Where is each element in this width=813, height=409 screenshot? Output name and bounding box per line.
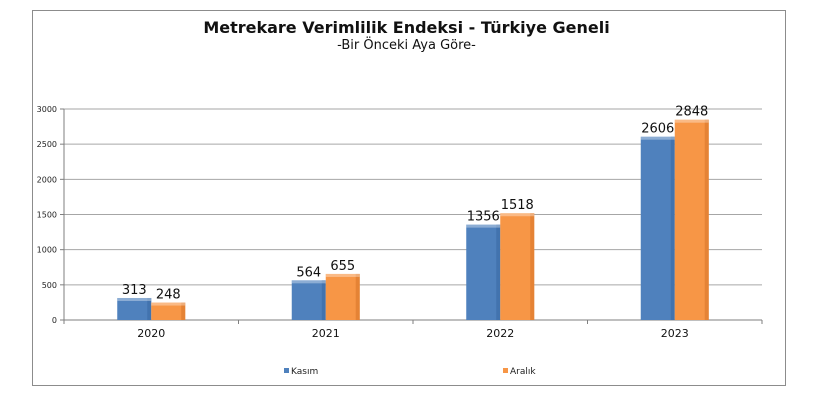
x-tick-label: 2023 <box>661 327 689 340</box>
bar-top-highlight <box>325 273 360 277</box>
bar-shade <box>530 213 535 320</box>
bar <box>640 136 675 320</box>
bars <box>117 119 709 320</box>
bar-top-highlight <box>466 224 501 228</box>
x-tick-label: 2020 <box>137 327 165 340</box>
bar <box>325 273 360 320</box>
bar-shade <box>181 302 186 320</box>
bar-shade <box>147 297 152 320</box>
y-tick-label: 1000 <box>37 246 57 255</box>
bar-top-highlight <box>151 302 186 306</box>
bar <box>466 224 501 320</box>
legend-swatch <box>503 368 508 373</box>
bar-shade <box>670 136 675 320</box>
data-label: 2848 <box>675 105 708 120</box>
legend-label: Kasım <box>291 367 318 377</box>
data-label: 313 <box>122 283 147 298</box>
y-tick-label: 1500 <box>37 211 57 220</box>
bar-shade <box>704 119 709 320</box>
bar-top-highlight <box>500 213 535 217</box>
y-tick-label: 2500 <box>37 140 57 149</box>
bar-top-highlight <box>640 136 675 140</box>
legend-label: Aralık <box>510 367 536 377</box>
bar-shade <box>496 224 501 320</box>
bar-top-highlight <box>117 297 152 301</box>
bar <box>151 302 186 320</box>
chart-title: Metrekare Verimlilik Endeksi - Türkiye G… <box>203 18 610 37</box>
y-tick-label: 3000 <box>37 105 57 114</box>
y-tick-label: 500 <box>42 281 57 290</box>
chart-subtitle: -Bir Önceki Aya Göre- <box>337 38 476 53</box>
bar <box>674 119 709 320</box>
x-tick-label: 2022 <box>486 327 514 340</box>
y-tick-label: 0 <box>52 316 57 325</box>
bar <box>500 213 535 320</box>
bar-top-highlight <box>674 119 709 123</box>
bar-shade <box>355 273 360 320</box>
bar <box>117 297 152 320</box>
x-tick-label: 2021 <box>312 327 340 340</box>
data-label: 655 <box>330 259 355 274</box>
data-label: 248 <box>156 288 181 303</box>
data-label: 1518 <box>501 198 534 213</box>
legend: Kasım Aralık <box>284 367 536 377</box>
y-tick-label: 2000 <box>37 175 57 184</box>
data-label: 1356 <box>467 210 500 225</box>
bar-shade <box>321 280 326 320</box>
data-label: 2606 <box>641 122 674 137</box>
bar <box>291 280 326 320</box>
bar-top-highlight <box>291 280 326 284</box>
legend-swatch <box>284 368 289 373</box>
data-label: 564 <box>296 265 321 280</box>
